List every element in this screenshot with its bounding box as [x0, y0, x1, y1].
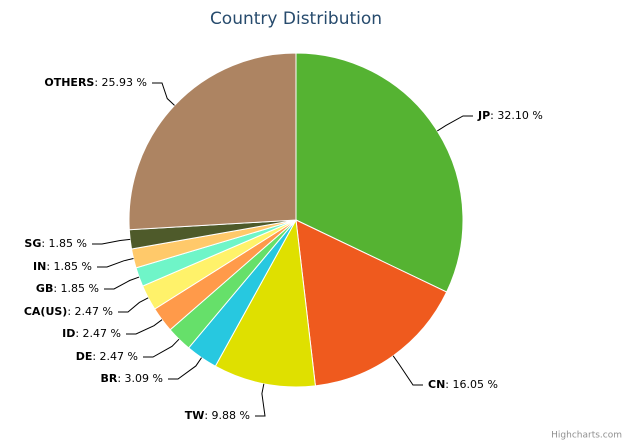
label-value: 2.47 % — [100, 350, 138, 363]
label-value: 3.09 % — [125, 372, 163, 385]
connector — [168, 357, 202, 380]
data-label: IN: 1.85 % — [33, 260, 92, 273]
label-name: IN — [33, 260, 46, 273]
label-name: OTHERS — [44, 76, 94, 89]
credits[interactable]: Highcharts.com — [551, 431, 622, 441]
label-value: 9.88 % — [212, 409, 250, 422]
label-value: 2.47 % — [75, 305, 113, 318]
pie-slice — [295, 219, 448, 387]
label-value: 1.85 % — [61, 282, 99, 295]
label-name: ID — [62, 327, 75, 340]
data-label: ID: 2.47 % — [62, 327, 121, 340]
label-value: 25.93 % — [102, 76, 147, 89]
connector — [92, 238, 131, 245]
data-label: TW: 9.88 % — [185, 409, 250, 422]
data-label: JP: 32.10 % — [477, 109, 543, 122]
label-name: GB — [36, 282, 53, 295]
label-separator: : — [94, 76, 101, 89]
data-label: DE: 2.47 % — [76, 350, 138, 363]
connector — [255, 383, 266, 417]
connector — [97, 258, 134, 268]
label-name: JP — [477, 109, 490, 122]
label-separator: : — [41, 237, 48, 250]
connector — [118, 297, 149, 313]
label-name: CA(US) — [24, 305, 68, 318]
label-value: 16.05 % — [452, 378, 497, 391]
connector — [143, 338, 180, 358]
label-separator: : — [204, 409, 211, 422]
label-name: CN — [428, 378, 445, 391]
connector — [126, 319, 163, 335]
data-label: CN: 16.05 % — [428, 378, 498, 391]
pie-slice — [128, 52, 297, 231]
connector — [152, 82, 175, 106]
label-name: TW — [185, 409, 205, 422]
data-label: GB: 1.85 % — [36, 282, 99, 295]
connector — [104, 276, 140, 290]
label-value: 2.47 % — [83, 327, 121, 340]
label-separator: : — [92, 350, 99, 363]
connector — [437, 115, 473, 132]
data-label: BR: 3.09 % — [100, 372, 163, 385]
label-separator: : — [75, 327, 82, 340]
data-label: SG: 1.85 % — [24, 237, 87, 250]
label-name: SG — [24, 237, 41, 250]
label-value: 32.10 % — [497, 109, 542, 122]
label-name: BR — [100, 372, 117, 385]
label-separator: : — [53, 282, 60, 295]
label-value: 1.85 % — [54, 260, 92, 273]
label-separator: : — [445, 378, 452, 391]
label-separator: : — [46, 260, 53, 273]
data-label: CA(US): 2.47 % — [24, 305, 113, 318]
label-separator: : — [490, 109, 497, 122]
pie-slice — [214, 218, 316, 388]
label-separator: : — [67, 305, 74, 318]
label-name: DE — [76, 350, 93, 363]
label-value: 1.85 % — [49, 237, 87, 250]
chart-title: Country Distribution — [210, 9, 382, 29]
data-label: OTHERS: 25.93 % — [44, 76, 147, 89]
label-separator: : — [117, 372, 124, 385]
connector — [392, 355, 423, 386]
